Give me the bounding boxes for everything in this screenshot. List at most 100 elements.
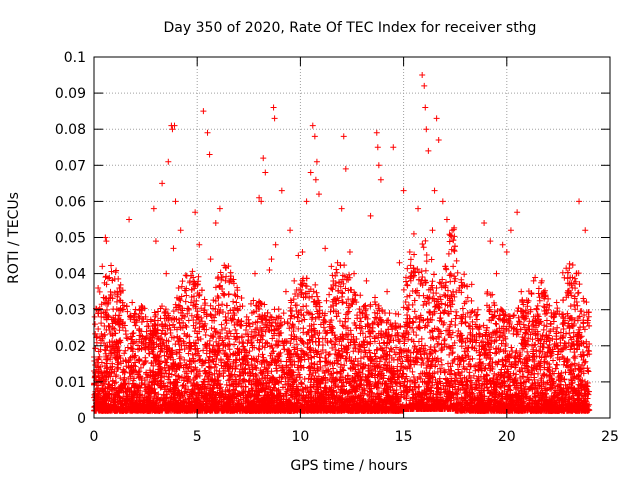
data-point bbox=[413, 332, 420, 339]
data-point bbox=[520, 321, 527, 328]
data-point bbox=[117, 375, 124, 382]
data-point bbox=[328, 263, 335, 270]
data-point bbox=[439, 198, 446, 205]
data-point bbox=[407, 262, 414, 269]
data-point bbox=[367, 212, 374, 219]
data-point bbox=[311, 133, 318, 140]
data-point bbox=[493, 270, 500, 277]
data-point bbox=[166, 379, 173, 386]
data-point bbox=[450, 263, 457, 270]
data-point bbox=[436, 365, 443, 372]
data-point bbox=[113, 267, 120, 274]
data-point bbox=[260, 155, 267, 162]
data-point bbox=[532, 274, 539, 281]
data-point bbox=[183, 323, 190, 330]
data-point bbox=[361, 303, 368, 310]
data-point bbox=[338, 342, 345, 349]
data-point bbox=[332, 282, 339, 289]
data-point bbox=[452, 371, 459, 378]
data-point bbox=[441, 337, 448, 344]
data-point bbox=[346, 248, 353, 255]
data-point bbox=[469, 318, 476, 325]
data-point bbox=[179, 278, 186, 285]
data-point bbox=[91, 313, 98, 320]
data-point bbox=[126, 216, 133, 223]
data-point bbox=[303, 309, 310, 316]
data-point bbox=[232, 292, 239, 299]
data-point bbox=[540, 370, 547, 377]
data-point bbox=[325, 351, 332, 358]
data-point bbox=[432, 376, 439, 383]
y-axis-label: ROTI / TECUs bbox=[6, 192, 22, 284]
data-point bbox=[102, 234, 109, 241]
data-point bbox=[392, 310, 399, 317]
data-point bbox=[98, 320, 105, 327]
data-point bbox=[176, 355, 183, 362]
data-point bbox=[499, 241, 506, 248]
data-point bbox=[338, 205, 345, 212]
data-point bbox=[419, 72, 426, 79]
data-point bbox=[103, 238, 110, 245]
data-point bbox=[421, 82, 428, 89]
data-point bbox=[472, 367, 479, 374]
data-point bbox=[284, 351, 291, 358]
data-point bbox=[500, 337, 507, 344]
data-point bbox=[99, 263, 106, 270]
data-point bbox=[441, 308, 448, 315]
data-point bbox=[403, 278, 410, 285]
data-point bbox=[268, 256, 275, 263]
data-point bbox=[425, 147, 432, 154]
data-point bbox=[95, 285, 102, 292]
data-point bbox=[407, 256, 414, 263]
data-point bbox=[436, 279, 443, 286]
data-point bbox=[206, 151, 213, 158]
data-point bbox=[352, 292, 359, 299]
data-point bbox=[223, 302, 230, 309]
data-point bbox=[313, 289, 320, 296]
data-point bbox=[287, 227, 294, 234]
data-point bbox=[309, 122, 316, 129]
data-point bbox=[365, 322, 372, 329]
data-point bbox=[225, 368, 232, 375]
data-point bbox=[182, 298, 189, 305]
data-point bbox=[293, 341, 300, 348]
data-point bbox=[528, 290, 535, 297]
data-point bbox=[373, 129, 380, 136]
data-point bbox=[507, 227, 514, 234]
data-point bbox=[172, 301, 179, 308]
data-point bbox=[129, 299, 136, 306]
data-point bbox=[329, 286, 336, 293]
data-point bbox=[262, 169, 269, 176]
data-point bbox=[188, 312, 195, 319]
data-point bbox=[295, 252, 302, 259]
data-point bbox=[164, 325, 171, 332]
data-point bbox=[312, 281, 319, 288]
data-point bbox=[212, 220, 219, 227]
data-point bbox=[444, 287, 451, 294]
data-point bbox=[545, 345, 552, 352]
data-point bbox=[426, 350, 433, 357]
data-point bbox=[352, 366, 359, 373]
data-point bbox=[313, 158, 320, 165]
data-point bbox=[117, 281, 124, 288]
data-point bbox=[109, 338, 116, 345]
data-point bbox=[453, 257, 460, 264]
data-point bbox=[374, 310, 381, 317]
data-point bbox=[419, 240, 426, 247]
data-point bbox=[429, 278, 436, 285]
data-point bbox=[145, 350, 152, 357]
data-point bbox=[422, 104, 429, 111]
data-point bbox=[124, 308, 131, 315]
data-point bbox=[570, 354, 577, 361]
data-point bbox=[474, 306, 481, 313]
data-point bbox=[251, 270, 258, 277]
data-point bbox=[152, 238, 159, 245]
data-point bbox=[97, 378, 104, 385]
data-point bbox=[216, 205, 223, 212]
data-point bbox=[299, 248, 306, 255]
data-point bbox=[400, 286, 407, 293]
data-point bbox=[443, 216, 450, 223]
data-point bbox=[543, 317, 550, 324]
data-point bbox=[372, 294, 379, 301]
data-point bbox=[196, 241, 203, 248]
